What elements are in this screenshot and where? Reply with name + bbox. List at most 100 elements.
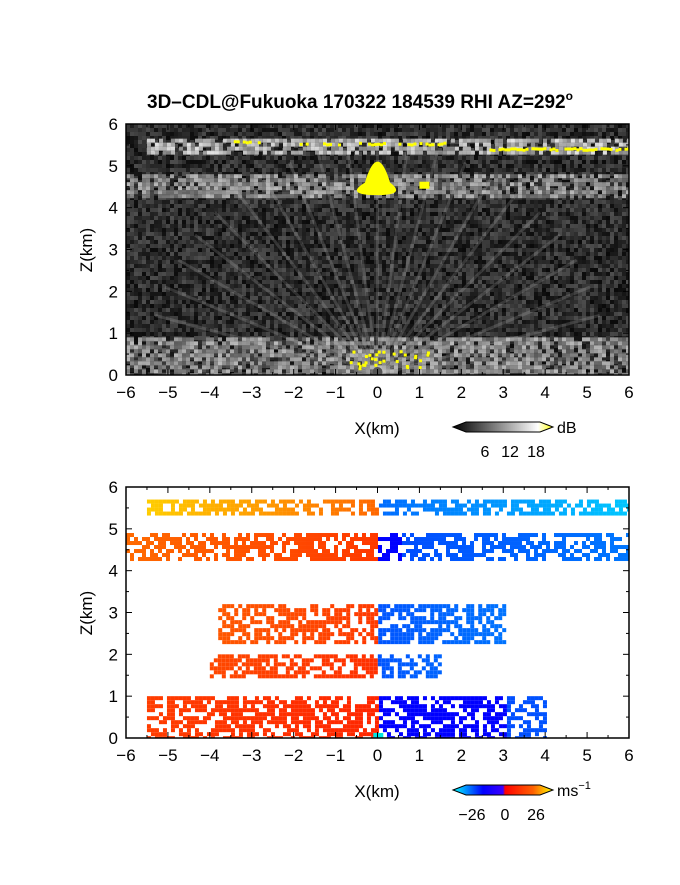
noise-cell xyxy=(174,244,178,248)
noise-cell xyxy=(390,260,394,264)
noise-cell xyxy=(162,260,166,264)
noise-cell xyxy=(394,208,398,212)
noise-cell xyxy=(178,240,182,244)
noise-cell xyxy=(246,264,250,268)
noise-cell xyxy=(586,164,590,168)
noise-cell xyxy=(578,160,582,164)
noise-cell xyxy=(410,124,414,128)
noise-cell xyxy=(150,220,154,224)
noise-cell xyxy=(330,212,334,216)
noise-cell xyxy=(394,156,398,160)
noise-cell xyxy=(214,200,218,204)
noise-cell xyxy=(610,228,614,232)
noise-cell xyxy=(326,180,330,184)
noise-cell xyxy=(474,232,478,236)
noise-cell xyxy=(126,168,130,172)
noise-cell xyxy=(558,272,562,276)
noise-cell xyxy=(262,232,266,236)
noise-cell xyxy=(498,232,502,236)
noise-cell xyxy=(434,236,438,240)
noise-cell xyxy=(522,168,526,172)
noise-cell xyxy=(342,168,346,172)
noise-cell xyxy=(250,156,254,160)
noise-cell xyxy=(142,152,146,156)
noise-cell xyxy=(498,224,502,228)
noise-cell xyxy=(210,132,214,136)
noise-cell xyxy=(246,204,250,208)
noise-cell xyxy=(350,136,354,140)
noise-cell xyxy=(594,248,598,252)
noise-cell xyxy=(278,276,282,280)
noise-cell xyxy=(354,244,358,248)
noise-cell xyxy=(306,200,310,204)
noise-cell xyxy=(214,140,218,144)
noise-cell xyxy=(174,252,178,256)
noise-cell xyxy=(358,228,362,232)
noise-cell xyxy=(282,212,286,216)
noise-cell xyxy=(626,244,629,248)
noise-cell xyxy=(490,228,494,232)
noise-cell xyxy=(550,208,554,212)
noise-cell xyxy=(382,256,386,260)
noise-cell xyxy=(606,200,610,204)
noise-cell xyxy=(470,216,474,220)
noise-cell xyxy=(506,172,510,176)
noise-cell xyxy=(246,228,250,232)
noise-cell xyxy=(394,256,398,260)
noise-cell xyxy=(262,208,266,212)
noise-cell xyxy=(202,160,206,164)
noise-cell xyxy=(606,136,610,140)
noise-cell xyxy=(150,128,154,132)
noise-cell xyxy=(238,208,242,212)
noise-cell xyxy=(302,192,306,196)
noise-cell xyxy=(298,216,302,220)
noise-cell xyxy=(486,240,490,244)
noise-cell xyxy=(606,232,610,236)
noise-cell xyxy=(142,204,146,208)
noise-cell xyxy=(166,236,170,240)
noise-cell xyxy=(546,244,550,248)
noise-cell xyxy=(290,164,294,168)
noise-cell xyxy=(402,152,406,156)
noise-cell xyxy=(366,212,370,216)
noise-cell xyxy=(254,240,258,244)
noise-cell xyxy=(518,208,522,212)
noise-cell xyxy=(618,172,622,176)
noise-cell xyxy=(522,272,526,276)
noise-cell xyxy=(526,184,530,188)
noise-cell xyxy=(174,228,178,232)
noise-cell xyxy=(594,228,598,232)
noise-cell xyxy=(182,260,186,264)
noise-cell xyxy=(274,216,278,220)
noise-cell xyxy=(606,240,610,244)
noise-cell xyxy=(190,216,194,220)
noise-cell xyxy=(410,260,414,264)
noise-cell xyxy=(458,156,462,160)
noise-cell xyxy=(446,132,450,136)
noise-cell xyxy=(582,208,586,212)
noise-cell xyxy=(310,272,314,276)
noise-cell xyxy=(518,236,522,240)
noise-cell xyxy=(262,224,266,228)
noise-cell xyxy=(266,236,270,240)
noise-cell xyxy=(134,252,138,256)
noise-cell xyxy=(378,160,382,164)
noise-cell xyxy=(158,160,162,164)
noise-cell xyxy=(474,276,478,280)
noise-cell xyxy=(226,264,230,268)
noise-cell xyxy=(470,232,474,236)
noise-cell xyxy=(510,132,514,136)
noise-cell xyxy=(150,168,154,172)
noise-cell xyxy=(222,224,226,228)
noise-cell xyxy=(482,148,486,152)
noise-cell xyxy=(270,132,274,136)
noise-cell xyxy=(402,212,406,216)
noise-cell xyxy=(338,132,342,136)
noise-cell xyxy=(418,144,422,148)
noise-cell xyxy=(330,264,334,268)
noise-cell xyxy=(514,236,518,240)
noise-cell xyxy=(574,232,578,236)
noise-cell xyxy=(154,160,158,164)
noise-cell xyxy=(366,164,370,168)
noise-cell xyxy=(266,124,270,128)
